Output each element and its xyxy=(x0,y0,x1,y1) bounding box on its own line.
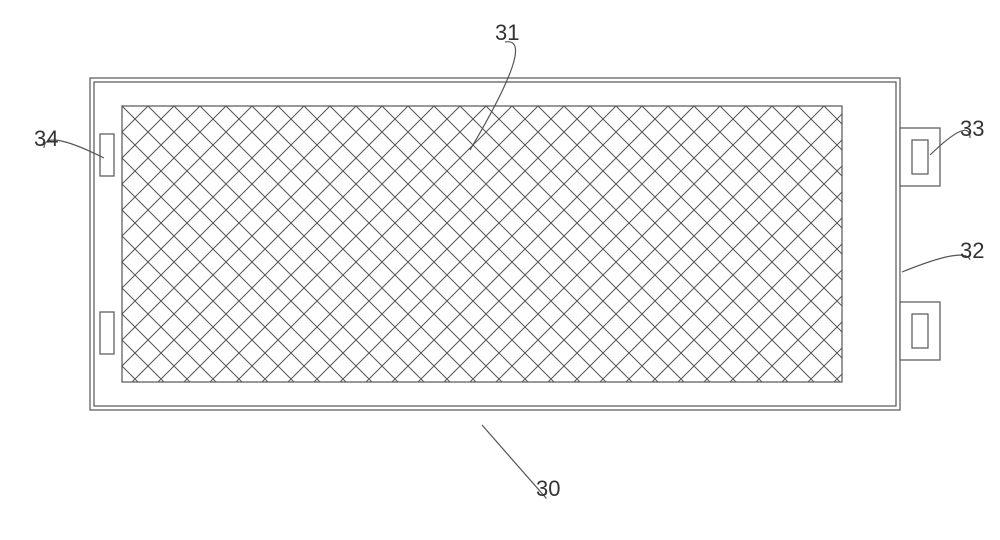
diagram-canvas: 31 33 32 34 30 xyxy=(0,0,1000,540)
callout-label-34: 34 xyxy=(34,126,58,152)
diagram-svg xyxy=(0,0,1000,540)
callout-label-32: 32 xyxy=(960,238,984,264)
callout-label-31: 31 xyxy=(495,20,519,46)
callout-label-30: 30 xyxy=(536,476,560,502)
callout-label-33: 33 xyxy=(960,116,984,142)
